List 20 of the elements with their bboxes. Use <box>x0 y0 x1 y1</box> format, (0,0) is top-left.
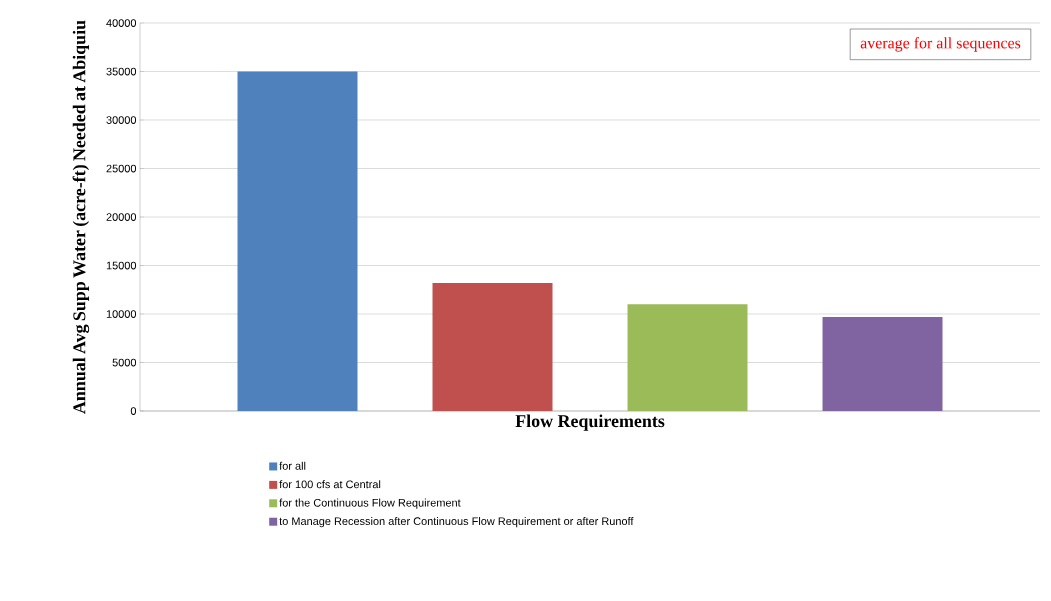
y-tick-label: 15000 <box>106 261 137 270</box>
y-tick-label: 40000 <box>106 19 137 27</box>
y-tick-label: 25000 <box>106 164 137 173</box>
legend-label: to Manage Recession after Continuous Flow Requirement or after Runoff <box>279 517 634 528</box>
y-tick-label: 5000 <box>112 358 137 367</box>
y-axis-title: Annual Avg Supp Water (acre-ft) Needed at Abiquiu <box>72 20 90 414</box>
y-tick-label: 0 <box>130 407 137 415</box>
legend-label: for 100 cfs at Central <box>279 480 381 489</box>
annotation: average for all sequences <box>860 37 1021 52</box>
bar <box>237 71 358 411</box>
bar <box>432 282 553 411</box>
bar <box>822 316 943 411</box>
y-tick-label: 20000 <box>106 213 137 221</box>
y-tick-label: 10000 <box>106 310 137 318</box>
y-tick-label: 35000 <box>106 67 137 76</box>
y-tick-label: 30000 <box>106 116 137 124</box>
legend-label: for the Continuous Flow Requirement <box>279 498 461 509</box>
x-axis-title: Flow Requirements <box>515 414 665 431</box>
legend-label: for all <box>279 461 306 470</box>
bar <box>627 304 748 411</box>
